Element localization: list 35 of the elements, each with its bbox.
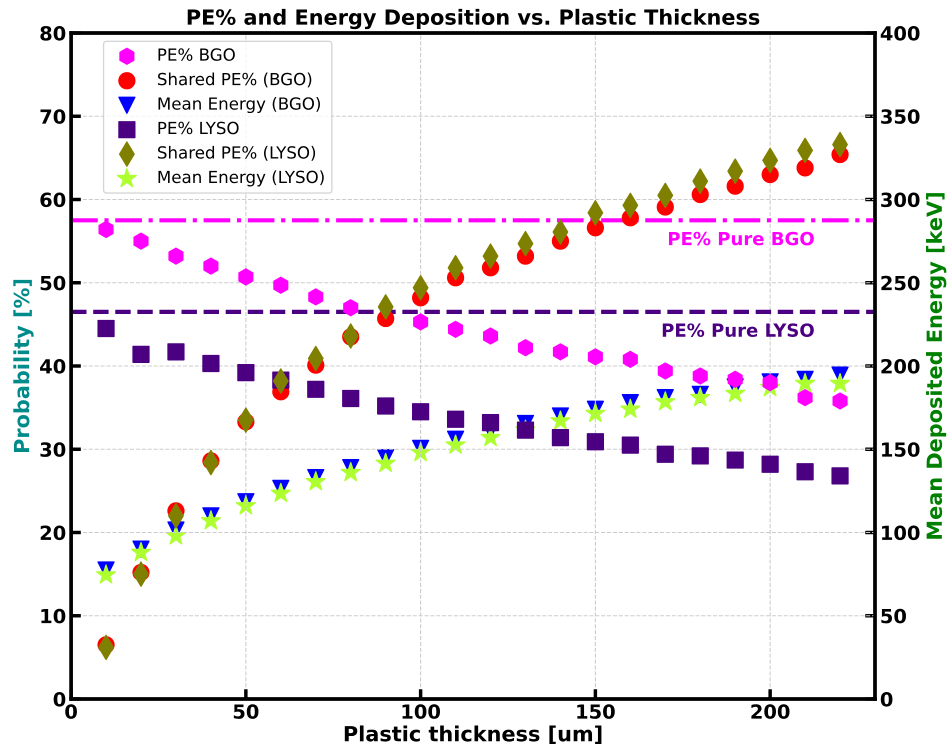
chart-title: PE% and Energy Deposition vs. Plastic Thickness [188, 8, 760, 30]
y2-tick-label: 200 [881, 358, 920, 374]
y-tick-label: 10 [41, 608, 66, 624]
y2-tick-label: 0 [880, 692, 892, 707]
y-axis-title: Probability [%] [13, 280, 34, 452]
y-tick-label: 70 [40, 109, 66, 124]
y-tick-label: 30 [40, 442, 66, 457]
y2-tick-label: 250 [881, 276, 920, 290]
y-tick-label: 60 [40, 192, 66, 208]
legend-label: PE% BGO [158, 48, 235, 61]
y2-tick-label: 350 [881, 109, 920, 124]
x-tick-label: 100 [402, 704, 440, 719]
y-tick-label: 20 [40, 525, 66, 540]
x-tick-label: 200 [751, 704, 790, 719]
y-tick-label: 50 [40, 276, 66, 290]
legend-label: Mean Energy (LYSO) [158, 170, 324, 186]
y2-tick-label: 400 [880, 26, 920, 41]
legend-label: Mean Energy (BGO) [158, 96, 320, 114]
y2-tick-label: 150 [882, 442, 920, 457]
y-tick-label: 80 [40, 26, 66, 41]
x-tick-label: 150 [577, 704, 615, 719]
y2-tick-label: 300 [881, 192, 920, 208]
y-tick-label: 0 [54, 692, 66, 707]
x-tick-label: 0 [65, 704, 77, 719]
x-axis-title: Plastic thickness [um] [344, 725, 602, 744]
legend-label: Shared PE% (BGO) [158, 72, 312, 88]
y-tick-label: 40 [40, 358, 66, 374]
y2-tick-label: 100 [882, 525, 920, 540]
legend-label: Shared PE% (LYSO) [158, 146, 316, 161]
ref-line-label: PE% Pure LYSO [662, 323, 814, 337]
y2-axis-title: Mean Deposited Energy [keV] [926, 193, 946, 539]
x-tick-label: 50 [234, 704, 258, 719]
legend-label: PE% LYSO [158, 122, 239, 134]
ref-line-label: PE% Pure BGO [668, 232, 814, 246]
y2-tick-label: 50 [881, 608, 906, 624]
